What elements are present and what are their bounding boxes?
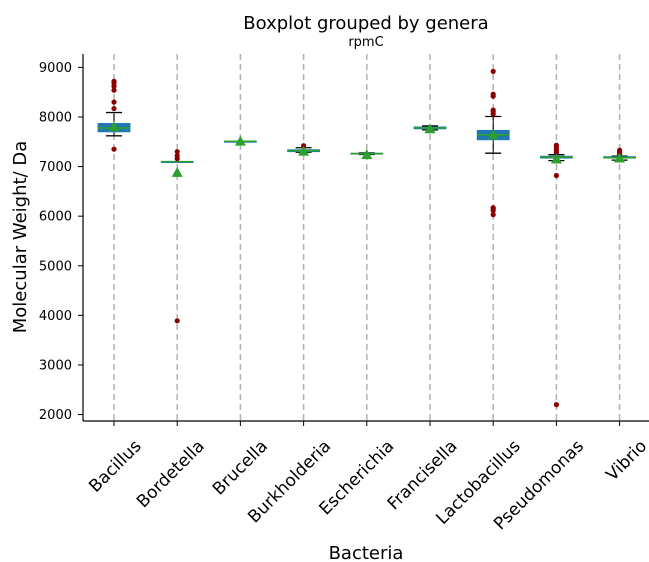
outlier-point [553, 142, 560, 148]
outlier-point [111, 146, 117, 152]
y-ticks: 2000 3000 4000 5000 6000 7000 8000 9000 [39, 61, 83, 423]
box-francisella [413, 123, 447, 134]
mean-marker [361, 149, 373, 160]
mean-marker [298, 145, 310, 156]
box-escherichia [350, 149, 384, 160]
x-tick-label: Vibrio [602, 436, 649, 485]
boxes-layer [97, 68, 636, 408]
outlier-point [490, 91, 496, 97]
mean-marker [614, 152, 626, 163]
x-tick-label: Bordetella [133, 436, 209, 512]
outlier-point [111, 78, 117, 84]
outlier-point [111, 87, 117, 93]
mean-marker [487, 129, 499, 140]
y-tick-label: 6000 [39, 210, 72, 225]
axes [82, 54, 649, 422]
x-axis-label: Bacteria [329, 543, 404, 562]
chart-subtitle: rpmC [348, 35, 383, 50]
y-tick-label: 4000 [39, 309, 72, 324]
mean-marker [171, 167, 183, 177]
outlier-point [490, 205, 496, 211]
mean-marker [424, 123, 436, 134]
box-vibrio [603, 147, 636, 163]
y-tick-label: 9000 [39, 61, 72, 76]
box-burkholderia [287, 143, 321, 156]
box-pseudomonas [540, 142, 573, 408]
outlier-point [111, 99, 117, 105]
outlier-point [490, 212, 496, 218]
outlier-point [617, 147, 623, 153]
outlier-point [174, 318, 180, 324]
box-bacillus [97, 78, 131, 152]
x-tick-label: Bacillus [85, 436, 145, 496]
y-tick-label: 2000 [39, 408, 72, 423]
y-tick-label: 8000 [39, 110, 72, 125]
outlier-point [553, 402, 560, 408]
mean-marker [108, 121, 120, 132]
box-lactobacillus [476, 68, 510, 218]
mean-marker [234, 135, 246, 146]
box-bordetella [160, 149, 194, 324]
outlier-point [111, 105, 117, 112]
grid-lines [113, 54, 621, 421]
x-tick-label: Brucella [209, 436, 272, 499]
outlier-point [553, 172, 560, 179]
outlier-point [174, 153, 180, 159]
y-tick-label: 5000 [39, 259, 72, 274]
mean-marker [550, 153, 562, 164]
chart-title: Boxplot grouped by genera [243, 13, 488, 34]
y-tick-label: 3000 [39, 358, 72, 373]
outlier-point [174, 149, 180, 155]
outlier-point [490, 68, 496, 74]
box-brucella [223, 135, 257, 146]
y-axis-label: Molecular Weight/ Da [10, 141, 31, 333]
outlier-point [490, 107, 496, 113]
y-tick-label: 7000 [39, 160, 72, 175]
